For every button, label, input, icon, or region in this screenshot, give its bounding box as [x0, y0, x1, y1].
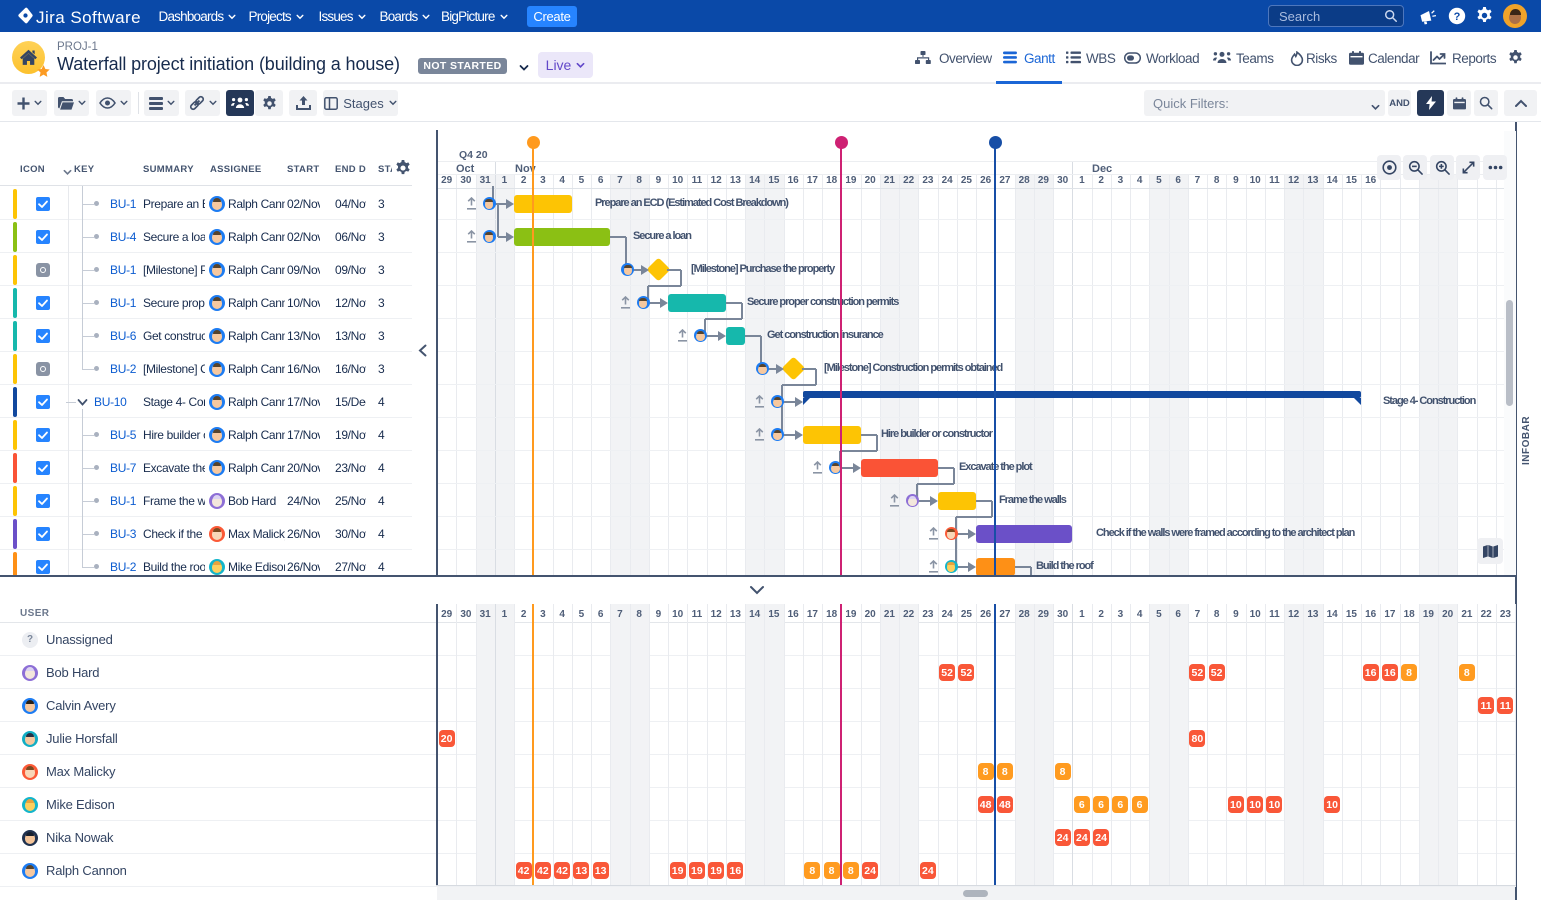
- svg-text:?: ?: [1454, 11, 1461, 23]
